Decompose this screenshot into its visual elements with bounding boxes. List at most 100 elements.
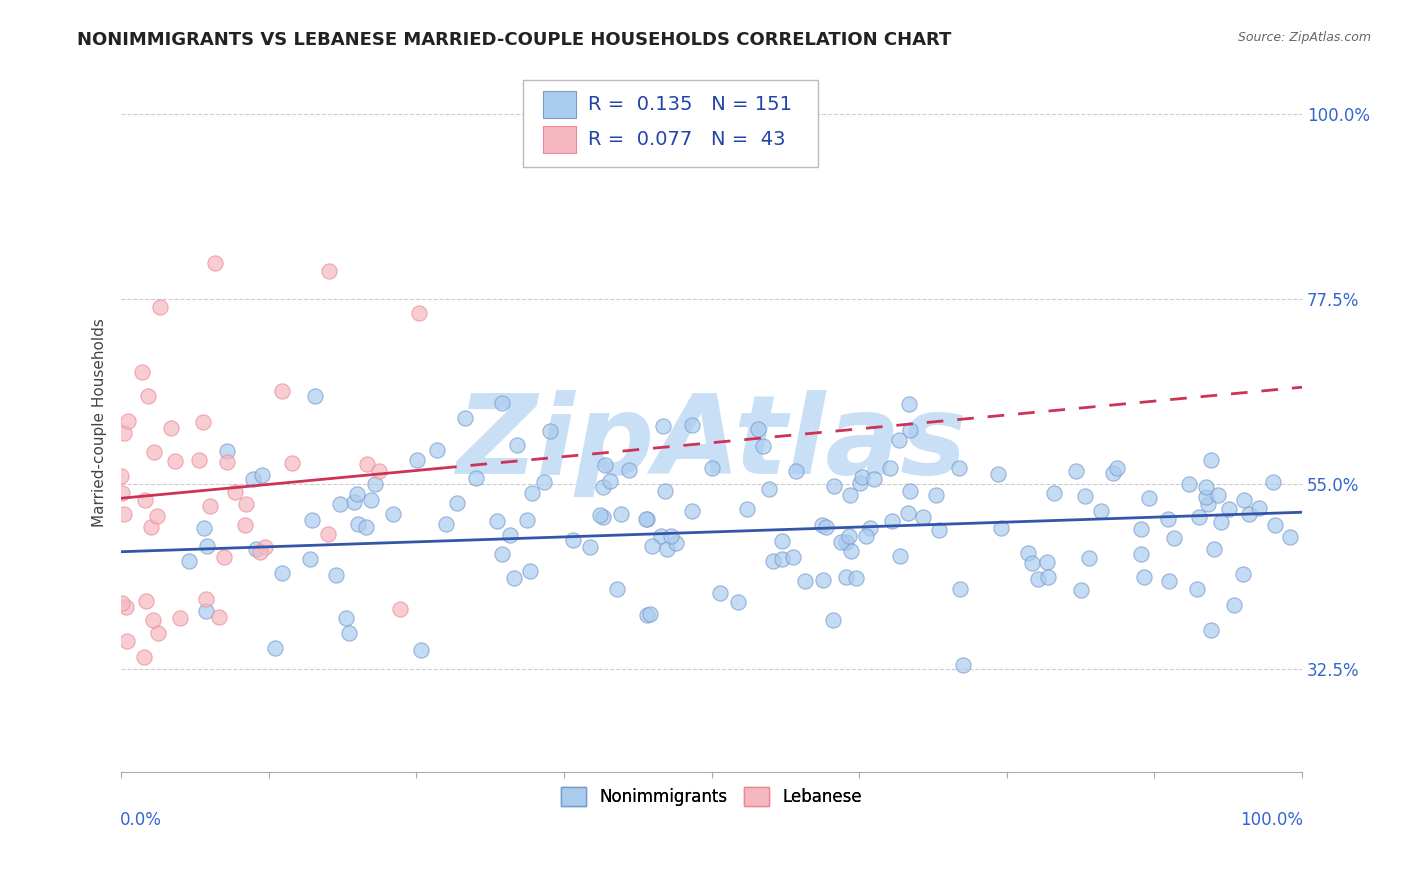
Point xyxy=(896,506,918,520)
Point xyxy=(752,439,775,453)
Point xyxy=(224,484,246,499)
Point xyxy=(727,595,749,609)
Point xyxy=(406,452,429,467)
Point xyxy=(360,493,382,508)
Point xyxy=(1137,491,1160,506)
Point xyxy=(446,496,468,510)
Point xyxy=(519,564,541,578)
Point xyxy=(112,508,135,522)
Point xyxy=(281,457,304,471)
Point xyxy=(271,384,294,399)
Point xyxy=(271,566,294,580)
Point xyxy=(486,514,509,528)
Point xyxy=(1133,570,1156,584)
Point xyxy=(1263,475,1285,490)
Point xyxy=(1218,501,1240,516)
Point xyxy=(233,517,256,532)
Point xyxy=(520,486,543,500)
Point xyxy=(561,533,583,547)
Point xyxy=(785,464,807,478)
Point xyxy=(198,499,221,513)
Point xyxy=(434,516,457,531)
Point xyxy=(354,520,377,534)
Point xyxy=(659,529,682,543)
Point xyxy=(770,534,793,549)
Text: 100.0%: 100.0% xyxy=(1240,811,1303,829)
Point xyxy=(149,300,172,314)
Point xyxy=(408,305,430,319)
Point xyxy=(928,523,950,537)
Point xyxy=(204,256,226,270)
Point xyxy=(1043,486,1066,500)
Point xyxy=(337,626,360,640)
Point xyxy=(762,554,785,568)
Point xyxy=(516,513,538,527)
Point xyxy=(132,650,155,665)
Point xyxy=(145,508,167,523)
Point xyxy=(329,497,352,511)
Point xyxy=(343,495,366,509)
Point xyxy=(588,508,610,523)
Point xyxy=(250,467,273,482)
Point xyxy=(839,488,862,502)
Point xyxy=(382,507,405,521)
Point xyxy=(987,467,1010,481)
Point xyxy=(898,423,921,437)
Point xyxy=(245,542,267,557)
Point xyxy=(851,469,873,483)
Point xyxy=(1129,522,1152,536)
Text: R =  0.077   N =  43: R = 0.077 N = 43 xyxy=(588,130,785,149)
Point xyxy=(1159,574,1181,589)
Point xyxy=(1178,477,1201,491)
Point xyxy=(641,539,664,553)
Text: NONIMMIGRANTS VS LEBANESE MARRIED-COUPLE HOUSEHOLDS CORRELATION CHART: NONIMMIGRANTS VS LEBANESE MARRIED-COUPLE… xyxy=(77,31,952,49)
Point xyxy=(212,549,235,564)
Point xyxy=(838,529,860,543)
Point xyxy=(681,418,703,433)
Point xyxy=(1264,518,1286,533)
Point xyxy=(242,472,264,486)
Point xyxy=(651,418,673,433)
FancyBboxPatch shape xyxy=(543,126,576,153)
Point xyxy=(1074,490,1097,504)
Point xyxy=(823,479,845,493)
Point xyxy=(134,493,156,508)
Point xyxy=(709,586,731,600)
Point xyxy=(830,535,852,549)
Text: 0.0%: 0.0% xyxy=(120,811,162,829)
Point xyxy=(454,410,477,425)
FancyBboxPatch shape xyxy=(523,80,818,168)
Point xyxy=(217,444,239,458)
Point xyxy=(425,442,447,457)
Point xyxy=(335,611,357,625)
Point xyxy=(215,455,238,469)
Point xyxy=(115,633,138,648)
Point xyxy=(363,477,385,491)
Point xyxy=(650,529,672,543)
Point xyxy=(735,502,758,516)
Point xyxy=(1078,551,1101,566)
Point xyxy=(117,413,139,427)
Point xyxy=(193,415,215,429)
Point xyxy=(346,486,368,500)
Point xyxy=(848,475,870,490)
Point xyxy=(193,521,215,535)
Point xyxy=(506,437,529,451)
Point xyxy=(889,433,911,447)
Point xyxy=(249,545,271,559)
Point xyxy=(924,488,946,502)
Point xyxy=(810,518,832,533)
Text: Source: ZipAtlas.com: Source: ZipAtlas.com xyxy=(1237,31,1371,45)
Point xyxy=(465,471,488,485)
Point xyxy=(879,461,901,475)
Point xyxy=(1090,504,1112,518)
Point xyxy=(681,504,703,518)
Point xyxy=(533,475,555,489)
Point xyxy=(1017,546,1039,560)
Point xyxy=(409,642,432,657)
Point xyxy=(142,613,165,627)
Point xyxy=(165,454,187,468)
Point xyxy=(758,482,780,496)
Point xyxy=(636,512,658,526)
Point xyxy=(346,516,368,531)
